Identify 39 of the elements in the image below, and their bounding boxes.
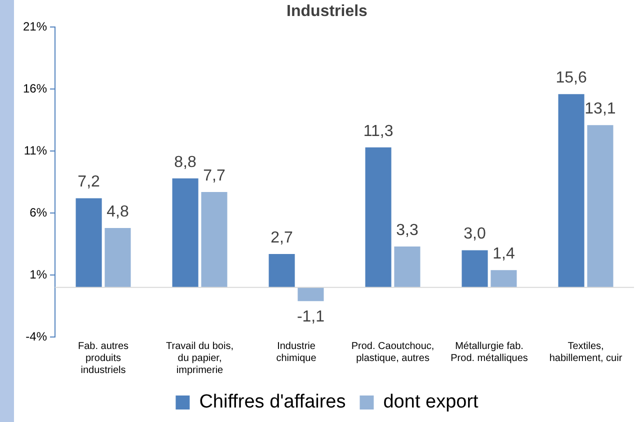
- data-label: -1,1: [296, 308, 325, 326]
- data-label: 3,0: [464, 226, 486, 243]
- bar: [76, 198, 102, 288]
- data-label: 13,1: [584, 100, 616, 118]
- legend-label: Chiffres d'affaires: [199, 392, 346, 413]
- y-tick-label: 6%: [30, 205, 48, 220]
- data-label: 2,7: [270, 229, 294, 246]
- data-label: 8,8: [174, 154, 197, 171]
- x-tick-label: Industrie chimique: [276, 340, 317, 364]
- x-tick-label: Travail du bois, du papier, imprimerie: [166, 340, 234, 376]
- x-tick-label: Prod. Caoutchouc, plastique, autres: [351, 340, 434, 364]
- bar: [365, 147, 392, 288]
- x-tick-label: Fab. autres produits industriels: [78, 340, 129, 376]
- bar: [298, 287, 324, 302]
- data-label: 1,4: [492, 245, 515, 262]
- bar: [172, 178, 198, 288]
- y-tick-label: 21%: [22, 20, 48, 34]
- data-label: 4,8: [106, 203, 129, 220]
- bar: [201, 192, 228, 288]
- y-tick-label: 11%: [24, 143, 48, 158]
- x-tick-label: Métallurgie fab. Prod. métalliques: [450, 340, 528, 364]
- data-label: 7,2: [78, 174, 100, 191]
- legend-label: dont export: [383, 392, 480, 413]
- bar: [104, 228, 131, 288]
- bar: [394, 246, 420, 288]
- bar: [268, 254, 295, 288]
- data-label: 15,6: [556, 70, 587, 87]
- data-label: 11,3: [363, 122, 394, 140]
- y-tick-label: 16%: [22, 81, 48, 96]
- data-label: 7,7: [203, 167, 226, 184]
- bar: [462, 250, 488, 288]
- y-tick-label: 1%: [30, 267, 48, 282]
- bar: [587, 125, 614, 288]
- y-tick-label: -4%: [26, 329, 48, 344]
- data-label: 3,3: [396, 222, 418, 239]
- chart-title: Industriels: [286, 3, 368, 20]
- x-tick-label: Textiles, habillement, cuir: [549, 340, 623, 364]
- bar: [558, 94, 584, 288]
- bar: [490, 270, 517, 288]
